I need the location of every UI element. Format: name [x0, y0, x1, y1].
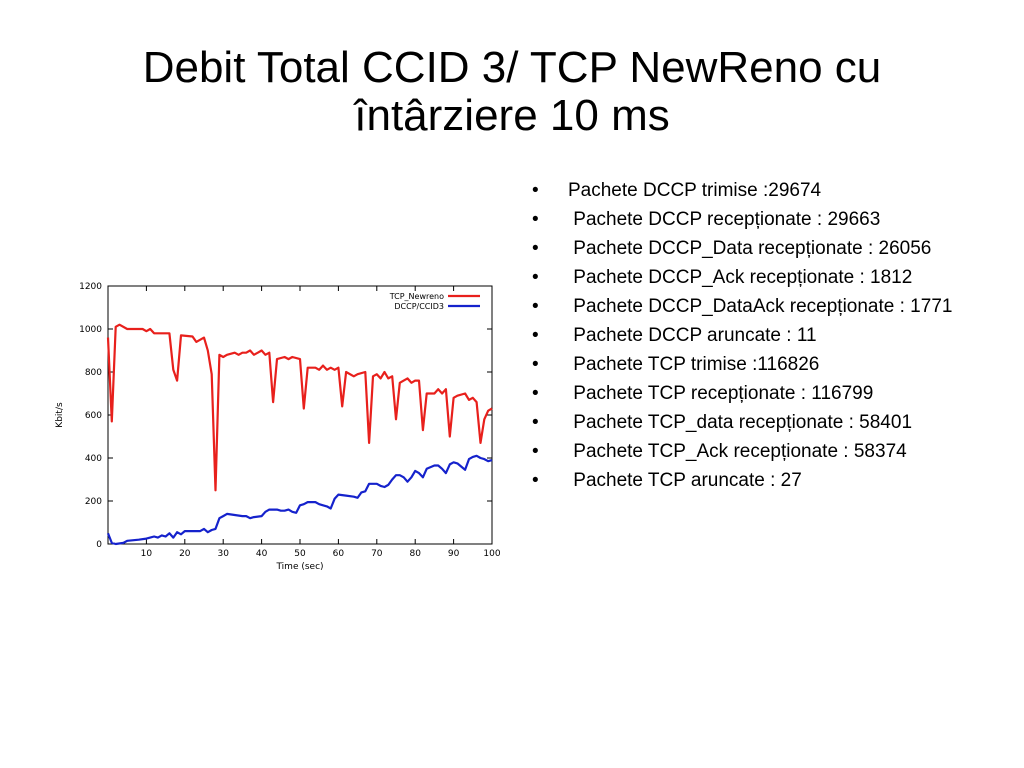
packet-stat-item: • Pachete DCCP_DataAck recepționate : 17…	[530, 296, 980, 317]
packet-stat-text: Pachete DCCP_Ack recepționate : 1812	[568, 267, 913, 288]
y-tick-label: 800	[85, 368, 102, 378]
packet-stats-list: • Pachete DCCP trimise :29674 • Pachete DC…	[530, 180, 980, 499]
y-tick-label: 600	[85, 411, 102, 421]
bullet-marker: •	[532, 441, 539, 462]
legend-label: TCP_Newreno	[389, 292, 444, 301]
packet-stat-text: Pachete DCCP aruncate : 11	[568, 325, 817, 346]
slide-title-line-2: întârziere 10 ms	[354, 91, 670, 140]
packet-stat-text: Pachete TCP aruncate : 27	[568, 470, 802, 491]
bullet-marker: •	[532, 470, 539, 491]
packet-stat-item: • Pachete DCCP_Data recepționate : 26056	[530, 238, 980, 259]
bullet-marker: •	[532, 267, 539, 288]
packet-stat-text: Pachete DCCP recepționate : 29663	[568, 209, 881, 230]
bullet-marker: •	[532, 296, 539, 317]
packet-stat-text: Pachete DCCP_Data recepționate : 26056	[568, 238, 932, 259]
x-tick-label: 60	[333, 549, 345, 559]
y-tick-label: 200	[85, 497, 102, 507]
bullet-marker: •	[532, 325, 539, 346]
y-tick-label: 0	[96, 540, 102, 550]
x-tick-label: 70	[371, 549, 383, 559]
x-tick-label: 30	[217, 549, 229, 559]
throughput-chart: 0 200 400 600 800 1000 1200 10 20 30 40 50 60 70 80 90 1…	[40, 272, 510, 582]
packet-stat-text: Pachete TCP_data recepționate : 58401	[568, 412, 913, 433]
packet-stat-item: • Pachete DCCP_Ack recepționate : 1812	[530, 267, 980, 288]
throughput-chart-svg: 0 200 400 600 800 1000 1200 10 20 30 40 50 60 70 80 90 1…	[55, 282, 501, 572]
packet-stat-text: Pachete TCP trimise :116826	[568, 354, 820, 375]
packet-stat-item: • Pachete TCP_data recepționate : 58401	[530, 412, 980, 433]
bullet-marker: •	[532, 180, 539, 201]
packet-stat-text: Pachete TCP_Ack recepționate : 58374	[568, 441, 907, 462]
y-tick-label: 400	[85, 454, 102, 464]
x-tick-label: 50	[294, 549, 306, 559]
bullet-marker: •	[532, 354, 539, 375]
plot-frame	[107, 285, 493, 545]
packet-stat-item: • Pachete DCCP recepționate : 29663	[530, 209, 980, 230]
packet-stat-text: Pachete TCP recepționate : 116799	[568, 383, 874, 404]
packet-stat-text: Pachete DCCP trimise :29674	[568, 180, 822, 201]
x-tick-label: 40	[256, 549, 268, 559]
bullet-marker: •	[532, 412, 539, 433]
x-tick-label: 90	[448, 549, 460, 559]
x-tick-label: 10	[141, 549, 153, 559]
y-tick-label: 1200	[79, 282, 102, 292]
legend-label: DCCP/CCID3	[394, 302, 444, 311]
bullet-marker: •	[532, 383, 539, 404]
series-line-0	[106, 323, 493, 492]
packet-stat-item: • Pachete DCCP trimise :29674	[530, 180, 980, 201]
x-axis-label: Time (sec)	[275, 562, 323, 572]
packet-stat-item: • Pachete DCCP aruncate : 11	[530, 325, 980, 346]
series-line-1	[106, 454, 493, 546]
x-tick-label: 80	[409, 549, 421, 559]
slide-title: Debit Total CCID 3/ TCP NewReno cu întâr…	[62, 44, 962, 140]
x-tick-label: 100	[483, 549, 500, 559]
packet-stat-item: • Pachete TCP aruncate : 27	[530, 470, 980, 491]
packet-stat-item: • Pachete TCP_Ack recepționate : 58374	[530, 441, 980, 462]
packet-stat-item: • Pachete TCP recepționate : 116799	[530, 383, 980, 404]
y-axis-label: Kbit/s	[55, 402, 65, 428]
x-tick-label: 20	[179, 549, 191, 559]
packet-stat-item: • Pachete TCP trimise :116826	[530, 354, 980, 375]
bullet-marker: •	[532, 209, 539, 230]
y-tick-label: 1000	[79, 325, 102, 335]
slide-title-line-1: Debit Total CCID 3/ TCP NewReno cu	[142, 43, 882, 92]
bullet-marker: •	[532, 238, 539, 259]
packet-stat-text: Pachete DCCP_DataAck recepționate : 1771	[568, 296, 953, 317]
